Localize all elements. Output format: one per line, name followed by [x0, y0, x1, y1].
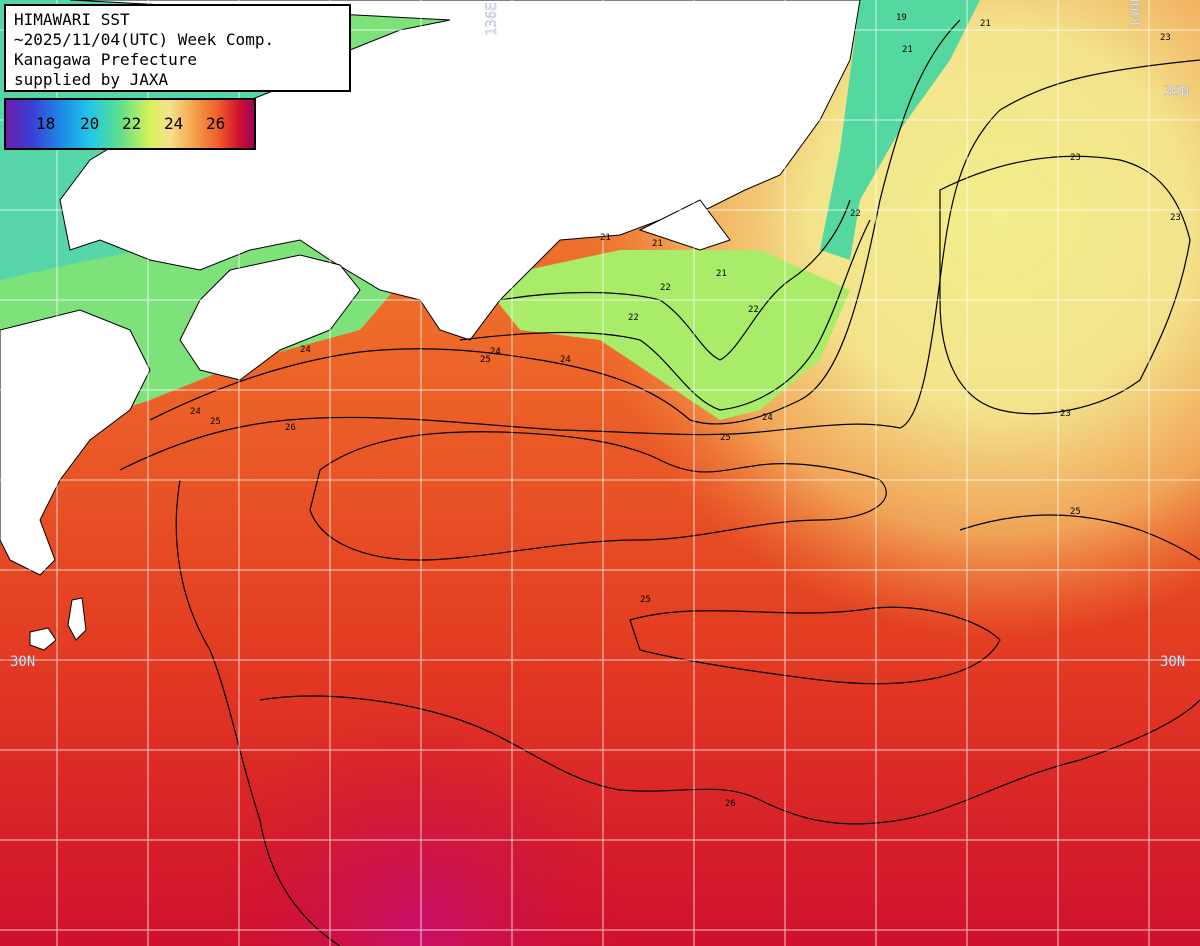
contour-23-east [939, 155, 1191, 415]
land-tanegashima [67, 597, 87, 641]
contour-label: 24 [300, 345, 311, 355]
land-yakushima [29, 627, 57, 651]
map-title-box: HIMAWARI SST ~2025/11/04(UTC) Week Comp.… [4, 4, 351, 92]
contour-label: 22 [850, 209, 861, 219]
contour-label: 21 [716, 269, 727, 279]
contour-25 [119, 59, 1200, 471]
contour-label: 25 [640, 595, 651, 605]
contour-label: 21 [600, 233, 611, 243]
bottom-warm-spot [0, 700, 1200, 946]
legend-tick: 22 [122, 114, 142, 133]
contour-label: 25 [210, 417, 221, 427]
contour-label: 19 [896, 13, 907, 23]
contour-26-south [259, 695, 1200, 825]
contour-26-east [959, 514, 1200, 561]
contour-label: 24 [490, 347, 501, 357]
title-line-product: HIMAWARI SST [14, 10, 130, 29]
contour-23 [459, 219, 871, 411]
contour-label: 24 [762, 413, 773, 423]
contour-25b [309, 431, 887, 561]
contour-label: 21 [902, 45, 913, 55]
contour-label: 26 [285, 423, 296, 433]
contour-label: 23 [1170, 213, 1181, 223]
legend-tick: 24 [164, 114, 184, 133]
contour-label: 22 [628, 313, 639, 323]
contour-label: 24 [190, 407, 201, 417]
contour-label: 24 [560, 355, 571, 365]
contour-label: 21 [652, 239, 663, 249]
title-line-date: ~2025/11/04(UTC) Week Comp. [14, 30, 275, 49]
contour-label: 23 [1160, 33, 1171, 43]
contour-label: 23 [1070, 153, 1081, 163]
contour-label: 25 [1070, 507, 1081, 517]
legend-tick: 20 [80, 114, 100, 133]
contour-label: 21 [980, 19, 991, 29]
contour-24 [149, 19, 961, 425]
contour-label: 25 [720, 433, 731, 443]
contour-26-mid [629, 606, 1001, 685]
contour-label: 26 [725, 799, 736, 809]
contour-26-west [175, 479, 341, 946]
sst-color-legend: 18 20 22 24 26 [4, 98, 256, 150]
lon-label-140e: 140E [1128, 0, 1144, 28]
contour-label: 25 [480, 355, 491, 365]
title-line-supplier: supplied by JAXA [14, 70, 169, 89]
contour-value-labels: 19 21 21 21 21 21 22 22 22 22 23 23 23 2… [190, 13, 1181, 809]
graticule-labels: 136E 140E 35N 30N 30N [10, 0, 1190, 670]
contour-label: 22 [660, 283, 671, 293]
legend-tick: 26 [206, 114, 226, 133]
title-line-agency: Kanagawa Prefecture [14, 50, 198, 69]
land-shikoku [179, 254, 361, 381]
legend-tick: 18 [36, 114, 56, 133]
contour-label: 23 [1060, 409, 1071, 419]
contour-label: 22 [748, 305, 759, 315]
lon-label-136e: 136E [484, 2, 500, 36]
lat-label-30n-left: 30N [10, 654, 35, 670]
contour-22 [499, 199, 851, 361]
lat-label-35n: 35N [1164, 84, 1189, 100]
sst-contours [119, 19, 1200, 946]
lat-label-30n-right: 30N [1160, 654, 1185, 670]
